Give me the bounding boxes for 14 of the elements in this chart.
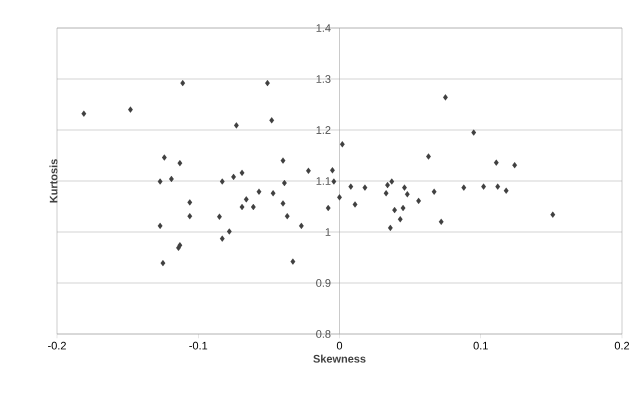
y-tick-label: 1.1 [316,177,330,185]
y-axis-title: Kurtosis [49,159,58,202]
x-tick-label: -0.2 [48,342,66,350]
y-tick-label: 1.4 [316,24,331,32]
y-tick-label: 1.2 [316,126,330,134]
y-tick-label: 1 [326,228,330,236]
x-tick-label: 0.1 [474,342,488,350]
x-axis-title: Skewness [313,354,366,363]
x-tick-label: 0.2 [614,342,630,350]
y-tick-label: 1.3 [316,75,330,83]
y-tick-label: 0.9 [316,279,330,287]
y-tick-label: 0.8 [316,330,330,338]
x-tick-label: 0 [336,342,342,350]
x-tick-label: -0.1 [189,342,208,350]
